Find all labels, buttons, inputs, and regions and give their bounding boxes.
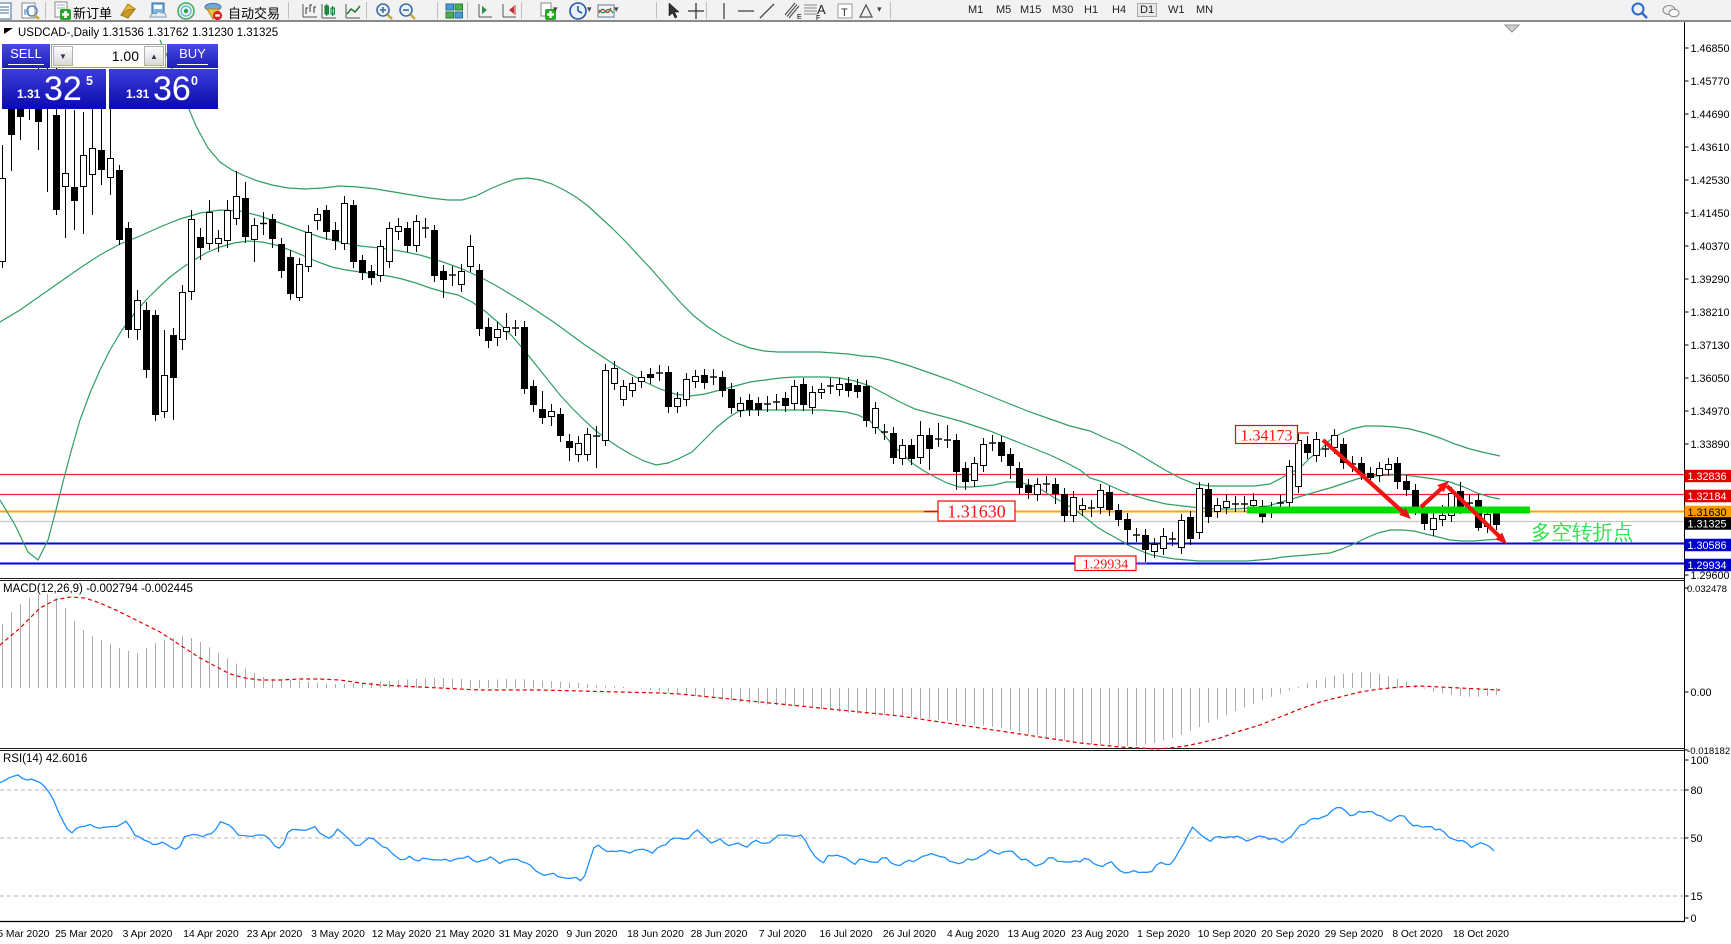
svg-text:21 May 2020: 21 May 2020 xyxy=(435,929,495,940)
svg-text:F: F xyxy=(816,15,820,21)
svg-text:9 Jun 2020: 9 Jun 2020 xyxy=(567,929,618,940)
svg-text:T: T xyxy=(841,7,848,19)
svg-text:1.46850: 1.46850 xyxy=(1691,43,1730,55)
svg-text:16 Jul 2020: 16 Jul 2020 xyxy=(819,929,873,940)
svg-text:14 Apr 2020: 14 Apr 2020 xyxy=(183,929,239,940)
svg-text:18 Oct 2020: 18 Oct 2020 xyxy=(1453,929,1509,940)
svg-text:1.30586: 1.30586 xyxy=(1688,540,1727,552)
svg-text:23 Apr 2020: 23 Apr 2020 xyxy=(247,929,303,940)
svg-text:3 May 2020: 3 May 2020 xyxy=(311,929,365,940)
svg-text:1.29934: 1.29934 xyxy=(1688,560,1727,572)
svg-text:8 Oct 2020: 8 Oct 2020 xyxy=(1392,929,1443,940)
svg-text:1 Sep 2020: 1 Sep 2020 xyxy=(1137,929,1190,940)
svg-text:10 Sep 2020: 10 Sep 2020 xyxy=(1198,929,1257,940)
svg-text:20 Sep 2020: 20 Sep 2020 xyxy=(1261,929,1320,940)
svg-text:26 Jul 2020: 26 Jul 2020 xyxy=(883,929,937,940)
svg-text:1.38210: 1.38210 xyxy=(1691,307,1730,319)
svg-text:0.00: 0.00 xyxy=(1691,687,1712,699)
svg-text:1.45770: 1.45770 xyxy=(1691,76,1730,88)
svg-text:80: 80 xyxy=(1691,785,1703,797)
svg-text:3 Apr 2020: 3 Apr 2020 xyxy=(123,929,173,940)
svg-text:15 Mar 2020: 15 Mar 2020 xyxy=(0,929,50,940)
svg-text:1.32836: 1.32836 xyxy=(1688,471,1727,483)
svg-text:1.41450: 1.41450 xyxy=(1691,208,1730,220)
svg-text:1.39290: 1.39290 xyxy=(1691,274,1730,286)
svg-text:1.37130: 1.37130 xyxy=(1691,340,1730,352)
svg-text:0: 0 xyxy=(1691,913,1697,925)
svg-text:23 Aug 2020: 23 Aug 2020 xyxy=(1071,929,1129,940)
svg-text:18 Jun 2020: 18 Jun 2020 xyxy=(627,929,684,940)
svg-text:29 Sep 2020: 29 Sep 2020 xyxy=(1325,929,1384,940)
svg-text:13 Aug 2020: 13 Aug 2020 xyxy=(1008,929,1066,940)
svg-text:MACD(12,26,9) -0.002794 -0.002: MACD(12,26,9) -0.002794 -0.002445 xyxy=(3,583,193,595)
svg-text:1.42530: 1.42530 xyxy=(1691,175,1730,187)
svg-text:25 Mar 2020: 25 Mar 2020 xyxy=(55,929,113,940)
svg-text:1.44690: 1.44690 xyxy=(1691,109,1730,121)
svg-text:7 Jul 2020: 7 Jul 2020 xyxy=(759,929,807,940)
svg-text:50: 50 xyxy=(1691,833,1703,845)
svg-text:1.29600: 1.29600 xyxy=(1691,570,1730,582)
svg-text:28 Jun 2020: 28 Jun 2020 xyxy=(691,929,748,940)
svg-text:USDCAD-,Daily 1.31536 1.31762: USDCAD-,Daily 1.31536 1.31762 1.31230 1.… xyxy=(18,27,278,39)
svg-text:12 May 2020: 12 May 2020 xyxy=(372,929,432,940)
svg-text:1.33890: 1.33890 xyxy=(1691,439,1730,451)
svg-text:31 May 2020: 31 May 2020 xyxy=(499,929,559,940)
svg-text:1.31630: 1.31630 xyxy=(947,501,1006,521)
svg-text:1.40370: 1.40370 xyxy=(1691,241,1730,253)
svg-text:0.032478: 0.032478 xyxy=(1687,584,1727,595)
svg-text:1.29934: 1.29934 xyxy=(1083,557,1129,572)
svg-text:RSI(14) 42.6016: RSI(14) 42.6016 xyxy=(3,753,87,765)
svg-text:100: 100 xyxy=(1691,755,1709,767)
svg-text:E: E xyxy=(797,14,802,21)
svg-text:15: 15 xyxy=(1691,891,1703,903)
svg-text:1.31630: 1.31630 xyxy=(1688,507,1727,519)
svg-text:4 Aug 2020: 4 Aug 2020 xyxy=(947,929,999,940)
svg-text:1.32184: 1.32184 xyxy=(1688,491,1727,503)
svg-text:1.43610: 1.43610 xyxy=(1691,142,1730,154)
svg-text:1.36050: 1.36050 xyxy=(1691,373,1730,385)
svg-text:-0.018182: -0.018182 xyxy=(1687,746,1730,757)
svg-text:1.31325: 1.31325 xyxy=(1688,519,1727,531)
svg-text:1.34970: 1.34970 xyxy=(1691,406,1730,418)
svg-text:1.34173: 1.34173 xyxy=(1241,427,1293,444)
